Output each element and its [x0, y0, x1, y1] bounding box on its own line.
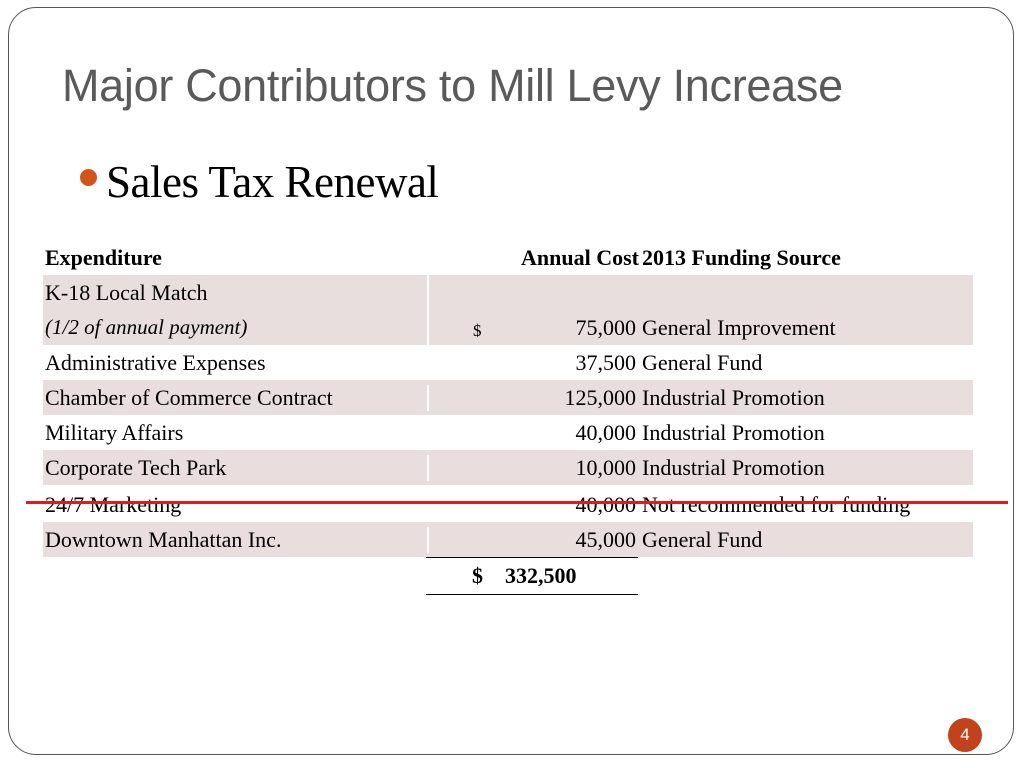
table-row: Chamber of Commerce Contract 125,000 Ind…	[43, 380, 973, 415]
expenditure-table: Expenditure Annual Cost 2013 Funding Sou…	[43, 240, 973, 557]
source-cell: Industrial Promotion	[642, 454, 825, 480]
expenditure-cell: Administrative Expenses	[45, 349, 266, 375]
expenditure-cell: Military Affairs	[45, 419, 184, 445]
cost-cell: 40,000	[575, 419, 637, 445]
header-expenditure: Expenditure	[45, 244, 162, 270]
page-number-badge: 4	[948, 718, 982, 752]
table-row: Military Affairs 40,000 Industrial Promo…	[43, 415, 973, 450]
table-header-row: Expenditure Annual Cost 2013 Funding Sou…	[43, 240, 973, 275]
cost-cell: 40,000	[575, 491, 637, 517]
bullet-dot-icon	[80, 168, 97, 186]
expenditure-cell: Downtown Manhattan Inc.	[45, 526, 282, 552]
cost-cell: 75,000	[575, 315, 637, 340]
bullet-text: Sales Tax Renewal	[106, 157, 439, 207]
currency-symbol: $	[473, 321, 482, 340]
cost-cell: 125,000	[564, 384, 637, 410]
header-annual-cost: Annual Cost	[521, 244, 639, 270]
expenditure-note: (1/2 of annual payment)	[45, 315, 248, 340]
header-funding-source: 2013 Funding Source	[642, 244, 841, 270]
source-cell: Not recommended for funding	[642, 491, 911, 517]
source-cell: General Fund	[642, 526, 763, 552]
expenditure-cell: 24/7 Marketing	[45, 491, 182, 517]
total-value: 332,500	[505, 563, 577, 588]
source-cell: Industrial Promotion	[642, 384, 825, 410]
source-cell: General Improvement	[642, 315, 836, 340]
slide-title: Major Contributors to Mill Levy Increase	[62, 60, 843, 111]
table-row: Downtown Manhattan Inc. 45,000 General F…	[43, 522, 973, 557]
cost-cell: 37,500	[575, 349, 637, 375]
expenditure-cell: Chamber of Commerce Contract	[45, 384, 333, 410]
expenditure-cell: Corporate Tech Park	[45, 454, 227, 480]
source-cell: Industrial Promotion	[642, 419, 825, 445]
table-row: Corporate Tech Park 10,000 Industrial Pr…	[43, 450, 973, 485]
expenditure-cell: K-18 Local Match	[45, 279, 208, 305]
total-row: $ 332,500	[426, 557, 638, 595]
source-cell: General Fund	[642, 349, 763, 375]
table-row-struck: 24/7 Marketing 40,000 Not recommended fo…	[43, 487, 973, 522]
strikethrough-line	[26, 501, 1008, 504]
total-currency: $	[472, 563, 483, 588]
cost-cell: 10,000	[575, 454, 637, 480]
bullet-item: Sales Tax Renewal	[80, 152, 439, 212]
cost-cell: 45,000	[575, 526, 637, 552]
table-row: K-18 Local Match (1/2 of annual payment)…	[43, 275, 973, 345]
table-row: Administrative Expenses 37,500 General F…	[43, 345, 973, 380]
